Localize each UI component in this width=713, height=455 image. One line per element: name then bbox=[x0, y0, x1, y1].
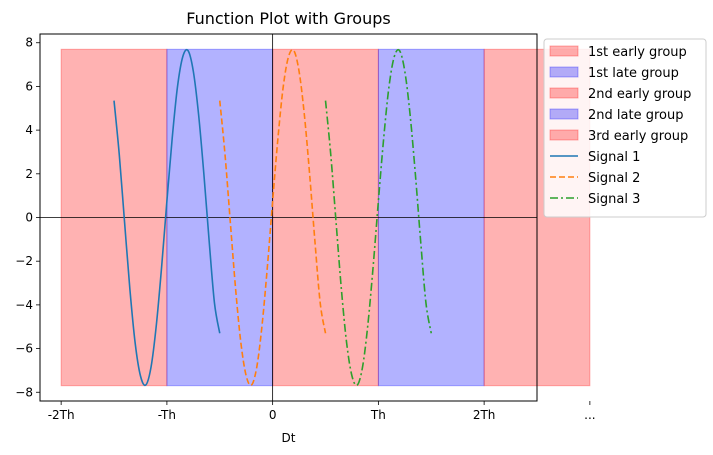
chart-title: Function Plot with Groups bbox=[186, 9, 390, 28]
x-axis-label: Dt bbox=[282, 431, 296, 445]
axis-ticks: -2Th -Th 0 Th 2Th ... 8 6 4 2 0 −2 −4 −6 −8 bbox=[15, 36, 595, 422]
legend-label: Signal 1 bbox=[588, 150, 640, 165]
x-tick-label: 0 bbox=[269, 408, 277, 422]
x-tick-label: -Th bbox=[158, 408, 176, 422]
legend-box bbox=[543, 38, 707, 218]
legend-label: 2nd early group bbox=[588, 87, 691, 102]
signal-series bbox=[113, 48, 433, 387]
legend-swatch bbox=[549, 108, 579, 120]
legend-label: 1st late group bbox=[588, 66, 679, 81]
x-tick-label: Th bbox=[370, 408, 386, 422]
y-tick-label: 2 bbox=[25, 167, 33, 181]
y-tick-label: 0 bbox=[25, 211, 33, 225]
legend-swatch bbox=[549, 45, 579, 57]
x-tick-label: -2Th bbox=[48, 408, 75, 422]
legend-label: 3rd early group bbox=[588, 129, 688, 144]
series-line-2 bbox=[218, 48, 327, 387]
series-line-3 bbox=[324, 48, 433, 387]
y-tick-label: 8 bbox=[25, 36, 33, 50]
legend-swatch bbox=[549, 87, 579, 99]
series-line-1 bbox=[113, 48, 221, 387]
legend-swatch bbox=[549, 66, 579, 78]
legend-label: 2nd late group bbox=[588, 108, 683, 123]
zero-axis-lines bbox=[40, 34, 537, 401]
y-tick-label: −2 bbox=[15, 254, 33, 268]
x-tick-label: ... bbox=[584, 408, 595, 422]
legend-label: Signal 3 bbox=[588, 192, 640, 207]
legend-label: Signal 2 bbox=[588, 171, 640, 186]
y-tick-label: −4 bbox=[15, 298, 33, 312]
y-tick-label: 6 bbox=[25, 79, 33, 93]
legend: 1st early group 1st late group 2nd early g… bbox=[543, 38, 707, 218]
y-tick-label: −8 bbox=[15, 385, 33, 399]
legend-label: 1st early group bbox=[588, 45, 687, 60]
x-tick-label: 2Th bbox=[473, 408, 496, 422]
y-tick-label: 4 bbox=[25, 123, 33, 137]
legend-swatch bbox=[549, 129, 579, 141]
y-tick-label: −6 bbox=[15, 342, 33, 356]
